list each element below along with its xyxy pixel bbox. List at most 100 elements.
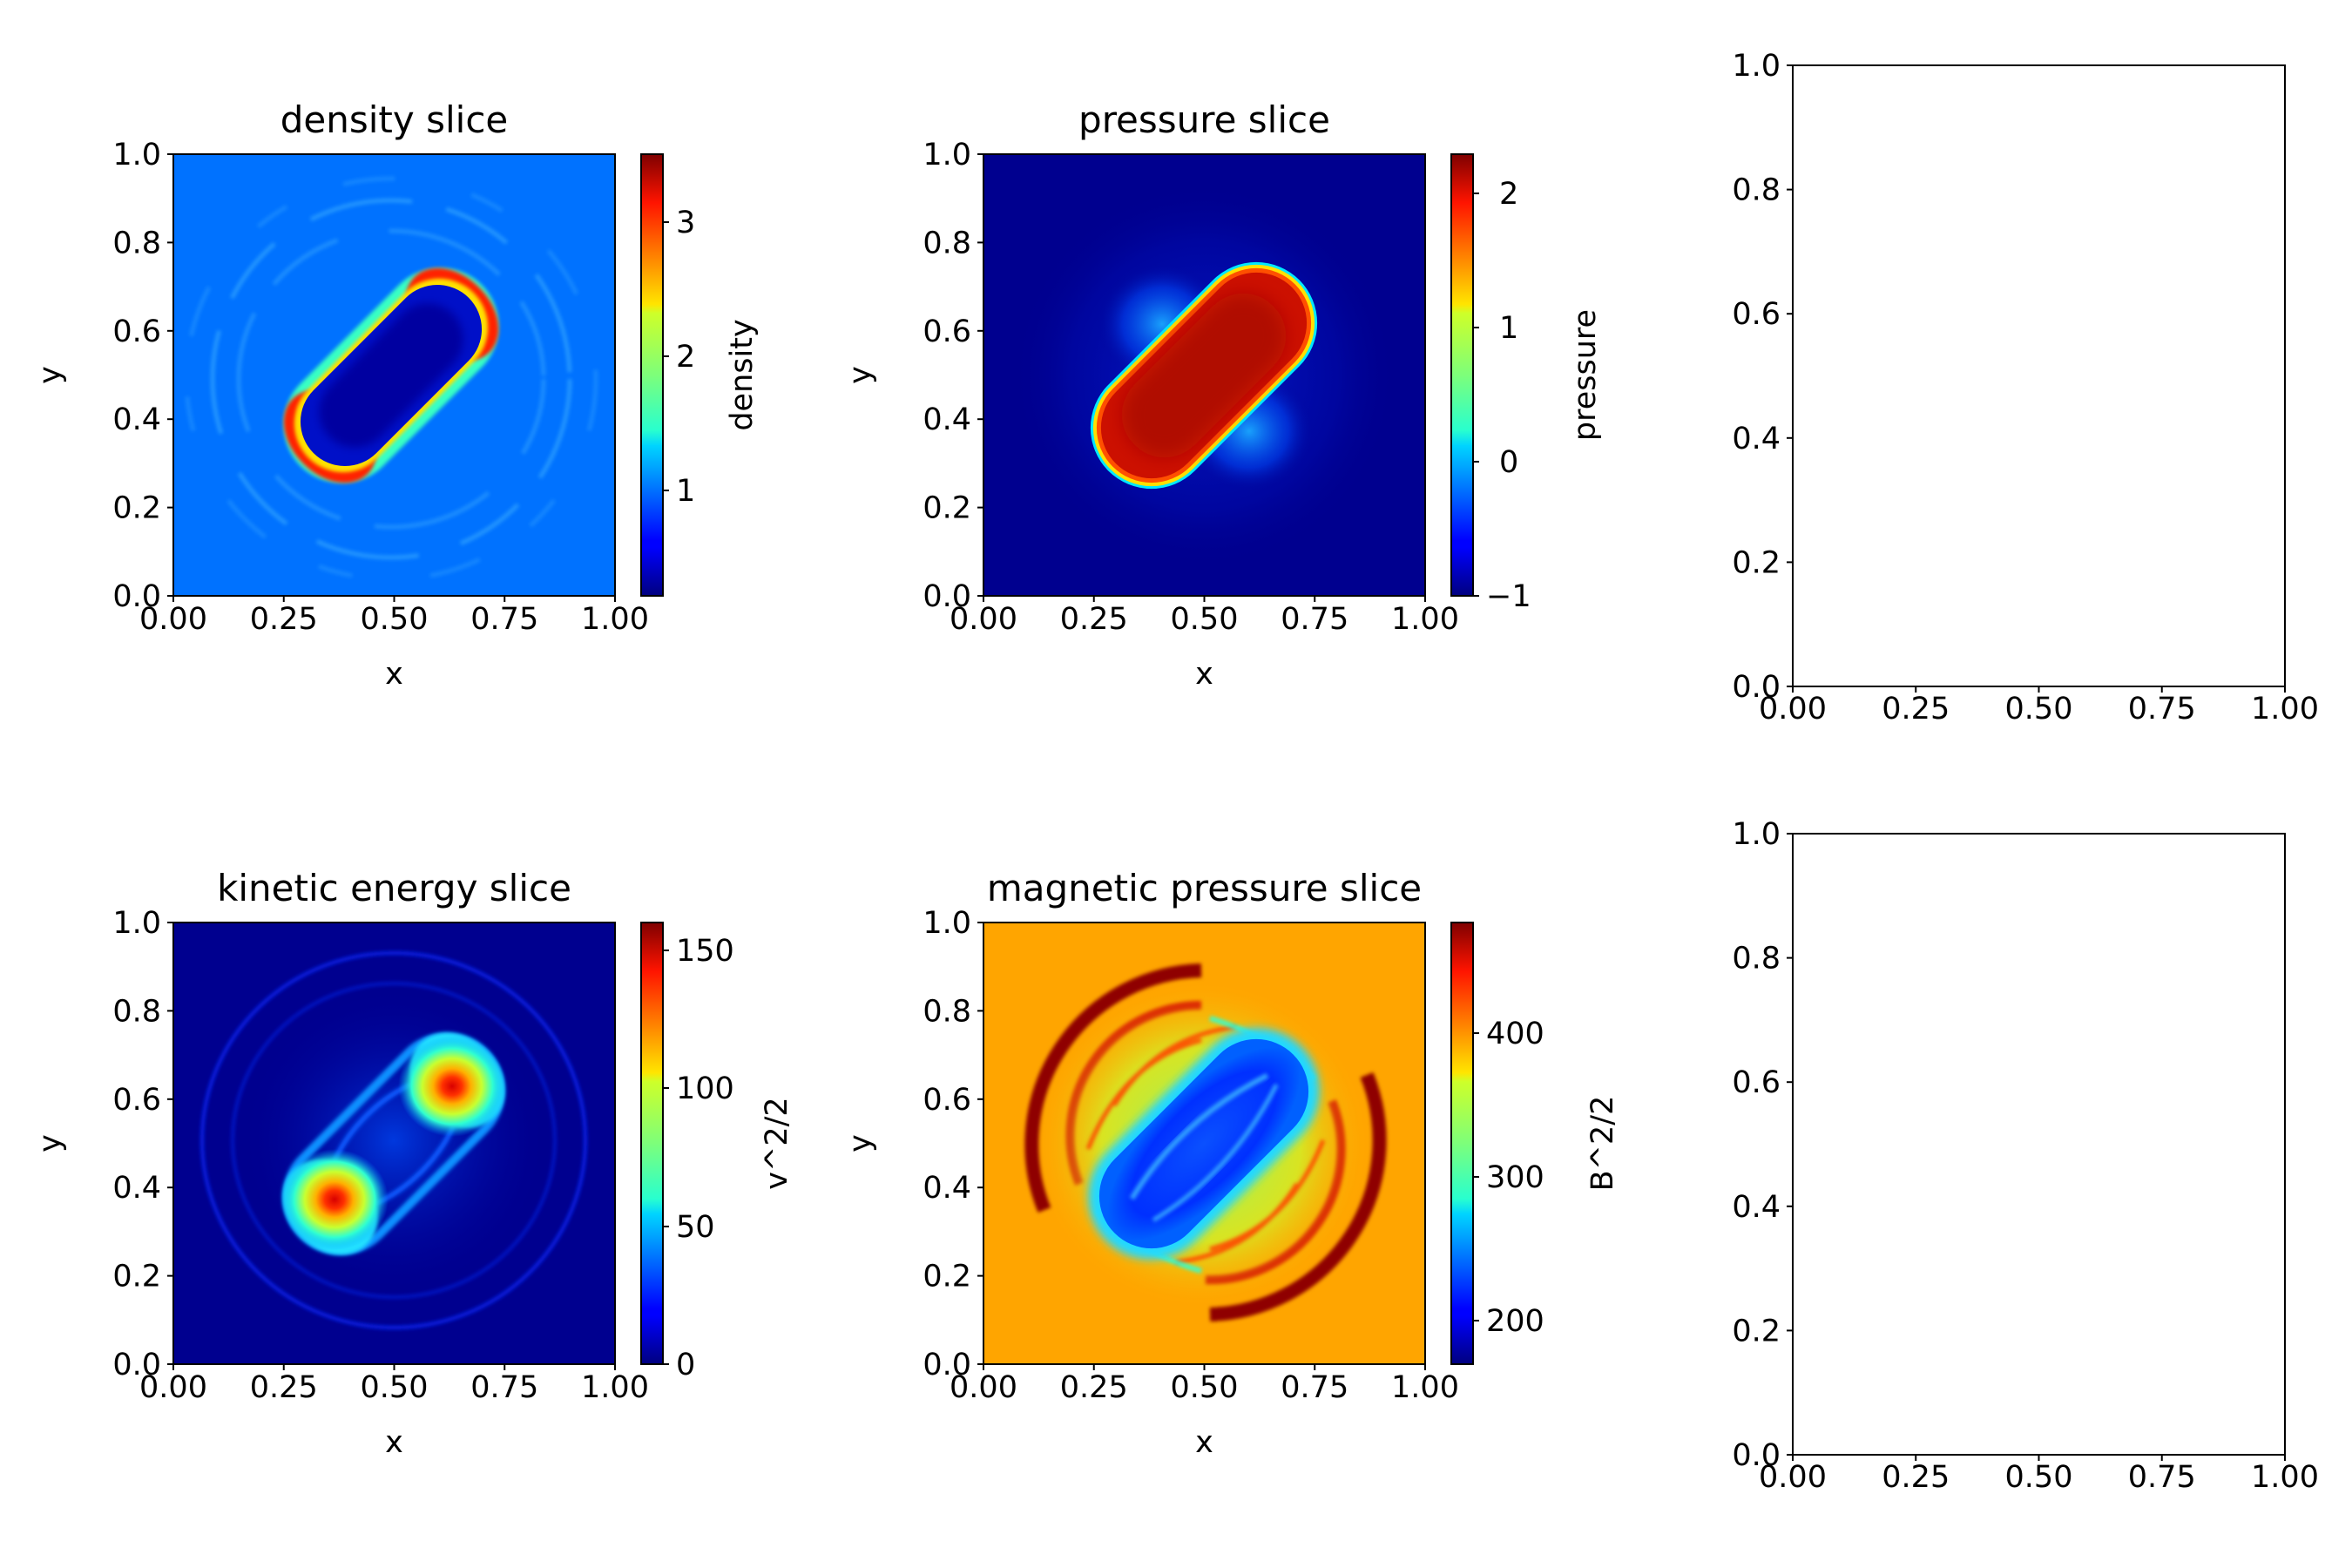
kinetic-wave-rings: [200, 951, 587, 1329]
chart-title: density slice: [280, 98, 509, 141]
x-tick-label: 1.00: [1391, 1370, 1459, 1405]
y-ticks: 0.0 0.2 0.4 0.6 0.8 1.0: [112, 138, 173, 614]
x-tick-label: 1.00: [2251, 692, 2319, 727]
x-tick-label: 0.25: [250, 1370, 318, 1405]
colorbar: 0 50 100 150 v^2/2: [640, 922, 794, 1382]
y-tick-label: 0.6: [112, 1083, 161, 1118]
y-tick-label: 0.8: [112, 994, 161, 1029]
x-ticks: 0.00 0.25 0.50 0.75 1.00: [950, 1364, 1459, 1405]
x-tick-label: 1.00: [581, 602, 649, 637]
y-tick-label: 0.0: [112, 1348, 161, 1382]
y-axis-label: y: [33, 1134, 68, 1152]
x-ticks: 0.00 0.25 0.50 0.75 1.00: [1759, 686, 2319, 727]
y-tick-label: 0.0: [923, 579, 971, 614]
y-ticks: 0.0 0.2 0.4 0.6 0.8 1.0: [923, 138, 983, 614]
chart-title: pressure slice: [1078, 98, 1330, 141]
y-tick-label: 0.6: [923, 1083, 971, 1118]
x-tick-label: 0.00: [139, 1370, 207, 1405]
colorbar-tick-label: 1: [676, 474, 695, 509]
x-axis-label: x: [1195, 657, 1213, 692]
y-tick-label: 0.8: [923, 994, 971, 1029]
y-tick-label: 0.2: [923, 491, 971, 526]
colorbar-label: v^2/2: [760, 1097, 794, 1189]
kinetic-body-glow: [246, 992, 542, 1288]
x-axis-label: x: [1195, 1425, 1213, 1460]
x-tick-label: 0.25: [1060, 602, 1128, 637]
y-tick-label: 0.2: [1732, 1314, 1781, 1348]
colorbar-tick-label: 200: [1486, 1304, 1544, 1339]
x-tick-label: 0.50: [361, 1370, 429, 1405]
colorbar-label: density: [725, 319, 760, 430]
x-tick-label: 0.75: [2128, 692, 2196, 727]
y-tick-label: 0.0: [923, 1348, 971, 1382]
x-tick-label: 0.25: [1060, 1370, 1128, 1405]
x-ticks: 0.00 0.25 0.50 0.75 1.00: [139, 1364, 649, 1405]
colorbar-gradient: [640, 153, 664, 597]
y-axis-label: y: [843, 366, 878, 384]
x-tick-label: 0.50: [361, 602, 429, 637]
y-tick-label: 1.0: [1732, 817, 1781, 852]
colorbar-tick-label: 300: [1486, 1160, 1544, 1195]
x-tick-label: 0.00: [950, 1370, 1017, 1405]
y-tick-label: 0.0: [1732, 670, 1781, 705]
x-tick-label: 0.75: [470, 1370, 538, 1405]
colorbar-tick-label: 1: [1499, 311, 1518, 346]
y-tick-label: 1.0: [923, 138, 971, 172]
empty-axes-top: [1792, 64, 2286, 687]
colorbar-gradient: [1450, 922, 1474, 1365]
colorbar-tick-label: 150: [676, 934, 734, 969]
x-tick-label: 0.50: [2005, 1460, 2073, 1495]
y-tick-label: 0.2: [1732, 545, 1781, 580]
x-tick-label: 0.25: [1882, 1460, 1950, 1495]
x-tick-label: 0.50: [1171, 1370, 1239, 1405]
y-axis-label: y: [843, 1134, 878, 1152]
y-tick-label: 0.8: [112, 226, 161, 260]
y-ticks: 0.0 0.2 0.4 0.6 0.8 1.0: [923, 906, 983, 1382]
colorbar-tick-label: 400: [1486, 1017, 1544, 1051]
x-tick-label: 0.50: [1171, 602, 1239, 637]
colorbar-tick-label: 100: [676, 1071, 734, 1106]
y-tick-label: 1.0: [112, 906, 161, 941]
x-tick-label: 0.00: [1759, 1460, 1827, 1495]
x-tick-label: 0.25: [250, 602, 318, 637]
magnetic-inner-streaks: [1085, 1024, 1326, 1265]
x-tick-label: 1.00: [1391, 602, 1459, 637]
colorbar: 200 300 400 B^2/2: [1450, 922, 1620, 1365]
y-tick-label: 0.4: [1732, 1190, 1781, 1225]
colorbar-tick-label: 2: [676, 340, 695, 375]
y-tick-label: 0.4: [923, 1171, 971, 1206]
colorbar-label: B^2/2: [1585, 1096, 1620, 1192]
y-tick-label: 0.8: [923, 226, 971, 260]
x-tick-label: 1.00: [2251, 1460, 2319, 1495]
colorbar-gradient: [1450, 153, 1474, 597]
colorbar-gradient: [640, 922, 664, 1365]
x-tick-label: 0.75: [470, 602, 538, 637]
y-tick-label: 0.4: [112, 1171, 161, 1206]
colorbar-tick-label: 2: [1499, 177, 1518, 212]
chart-title: kinetic energy slice: [217, 867, 571, 909]
x-tick-label: 0.00: [950, 602, 1017, 637]
y-tick-label: 0.2: [112, 491, 161, 526]
x-tick-label: 0.25: [1882, 692, 1950, 727]
y-ticks: 0.0 0.2 0.4 0.6 0.8 1.0: [1732, 817, 1793, 1473]
colorbar: 1 2 3 density: [640, 153, 760, 597]
y-tick-label: 0.4: [1732, 422, 1781, 456]
density-capsule-inner: [319, 303, 463, 448]
magnetic-capsule-core: [1098, 1038, 1309, 1249]
x-ticks: 0.00 0.25 0.50 0.75 1.00: [139, 596, 649, 637]
y-tick-label: 0.2: [923, 1260, 971, 1294]
y-ticks: 0.0 0.2 0.4 0.6 0.8 1.0: [112, 906, 173, 1382]
x-axis-label: x: [385, 657, 403, 692]
y-tick-label: 0.6: [923, 314, 971, 349]
y-tick-label: 0.4: [112, 402, 161, 437]
y-tick-label: 0.6: [1732, 1065, 1781, 1100]
x-tick-label: 1.00: [581, 1370, 649, 1405]
x-tick-label: 0.50: [2005, 692, 2073, 727]
y-ticks: 0.0 0.2 0.4 0.6 0.8 1.0: [1732, 49, 1793, 705]
x-tick-label: 0.75: [1281, 602, 1348, 637]
y-tick-label: 0.8: [1732, 173, 1781, 208]
y-tick-label: 0.2: [112, 1260, 161, 1294]
colorbar-tick-label: 3: [676, 206, 695, 240]
x-tick-label: 0.00: [139, 602, 207, 637]
